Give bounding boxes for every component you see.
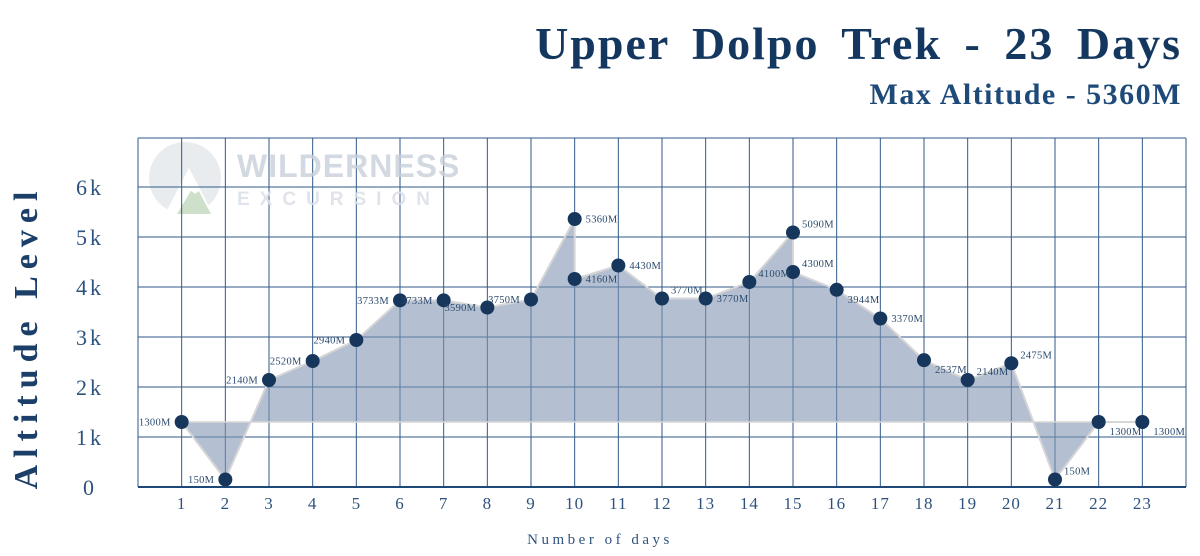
data-point-day-15[interactable] [786,225,800,240]
data-point-day-10[interactable] [567,272,582,286]
data-point-label: 3733M [401,296,433,307]
x-tick-label: 9 [526,494,536,513]
data-point-label: 3770M [671,286,703,297]
x-tick-label: 20 [1002,494,1021,513]
x-tick-label: 11 [609,494,627,513]
data-point-label: 2140M [226,376,258,387]
data-point-label: 2537M [935,365,967,376]
x-tick-label: 21 [1046,494,1065,513]
data-point-day-2[interactable] [218,472,233,487]
data-point-label: 3733M [357,296,389,307]
x-tick-label: 7 [439,494,449,513]
data-point-day-8[interactable] [480,300,495,315]
x-tick-label: 15 [784,494,803,513]
y-tick-label: 0 [83,475,97,500]
data-point-day-5[interactable] [349,333,364,347]
x-tick-label: 1 [177,494,187,513]
data-point-day-10[interactable] [567,212,582,226]
data-point-label: 150M [1064,467,1091,478]
data-point-day-7[interactable] [436,293,451,308]
data-point-day-17[interactable] [873,311,888,326]
data-point-label: 3590M [444,303,476,314]
data-point-label: 4160M [586,275,618,286]
data-point-label: 4300M [802,259,834,270]
data-point-day-9[interactable] [524,292,538,307]
x-tick-label: 14 [740,494,759,513]
data-point-day-22[interactable] [1091,415,1106,429]
x-tick-label: 4 [308,494,318,513]
data-point-label: 4100M [758,269,790,280]
data-point-day-16[interactable] [829,282,844,297]
data-point-day-14[interactable] [742,275,757,289]
logo-green-peak [177,184,211,214]
logo-peak-snow [190,184,200,194]
x-tick-label: 12 [653,494,672,513]
data-point-label: 3944M [848,295,880,306]
data-point-day-15[interactable] [786,265,800,279]
data-point-label: 2940M [313,336,345,347]
chart-subtitle: Max Altitude - 5360M [869,78,1182,111]
data-point-day-11[interactable] [611,258,626,273]
data-point-day-20[interactable] [1004,356,1019,371]
x-tick-label: 22 [1089,494,1108,513]
data-point-label: 3370M [891,314,923,325]
x-tick-label: 10 [565,494,584,513]
data-point-day-23[interactable] [1135,415,1150,429]
data-point-label: 2475M [1020,350,1052,361]
data-point-label: 2520M [270,357,302,368]
y-tick-label: 3k [76,325,104,350]
area-fill [181,219,1143,480]
data-point-label: 2140M [977,367,1009,378]
x-tick-label: 6 [395,494,405,513]
x-tick-label: 17 [871,494,890,513]
x-tick-label: 5 [352,494,362,513]
data-point-day-13[interactable] [698,291,713,306]
data-point-label: 3750M [488,295,520,306]
x-axis-title: Number of days [527,532,673,548]
data-point-label: 3770M [717,294,749,305]
data-point-label: 150M [188,475,215,486]
data-point-day-6[interactable] [393,293,407,308]
y-tick-label: 5k [76,225,104,250]
x-tick-label: 3 [264,494,274,513]
data-point-label: 1300M [1110,427,1142,438]
data-point-day-21[interactable] [1048,472,1062,487]
y-tick-label: 1k [76,425,104,450]
mountain-logo-icon [149,142,221,214]
data-point-day-12[interactable] [655,291,669,306]
x-tick-label: 16 [827,494,846,513]
x-tick-label: 2 [221,494,231,513]
x-tick-label: 13 [696,494,715,513]
x-tick-label: 8 [483,494,493,513]
data-point-day-18[interactable] [917,353,931,368]
wilderness-logo-icon [149,142,221,214]
y-tick-label: 2k [76,375,104,400]
data-point-day-19[interactable] [960,373,975,387]
data-point-label: 1300M [139,418,171,429]
y-tick-label: 6k [76,175,104,200]
x-tick-label: 18 [915,494,934,513]
data-point-day-1[interactable] [174,415,189,429]
chart-title: Upper Dolpo Trek - 23 Days [535,18,1182,69]
data-point-label: 5090M [802,220,834,231]
x-tick-label: 19 [958,494,977,513]
data-point-day-4[interactable] [305,354,320,368]
y-axis-title: Altitude Level [8,184,45,490]
data-point-label: 4430M [629,261,661,272]
y-tick-label: 4k [76,275,104,300]
data-point-label: 5360M [586,215,618,226]
data-point-day-3[interactable] [262,373,276,387]
x-tick-label: 23 [1133,494,1152,513]
data-point-label: 1300M [1153,427,1185,438]
